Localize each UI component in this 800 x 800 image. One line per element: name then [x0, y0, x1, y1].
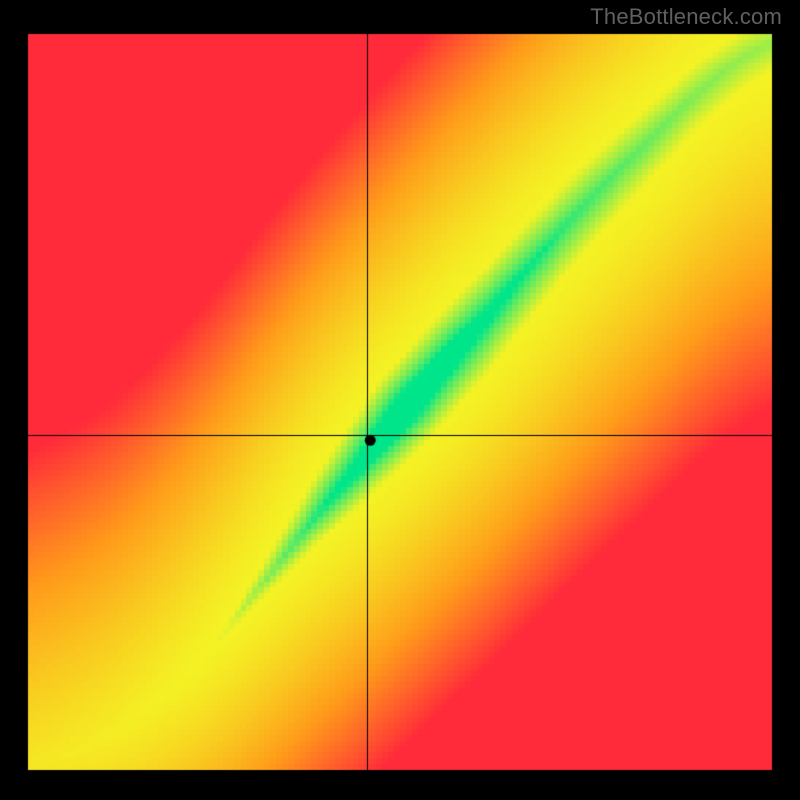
chart-container: TheBottleneck.com — [0, 0, 800, 800]
heatmap-canvas — [0, 0, 800, 800]
watermark-text: TheBottleneck.com — [590, 4, 782, 30]
